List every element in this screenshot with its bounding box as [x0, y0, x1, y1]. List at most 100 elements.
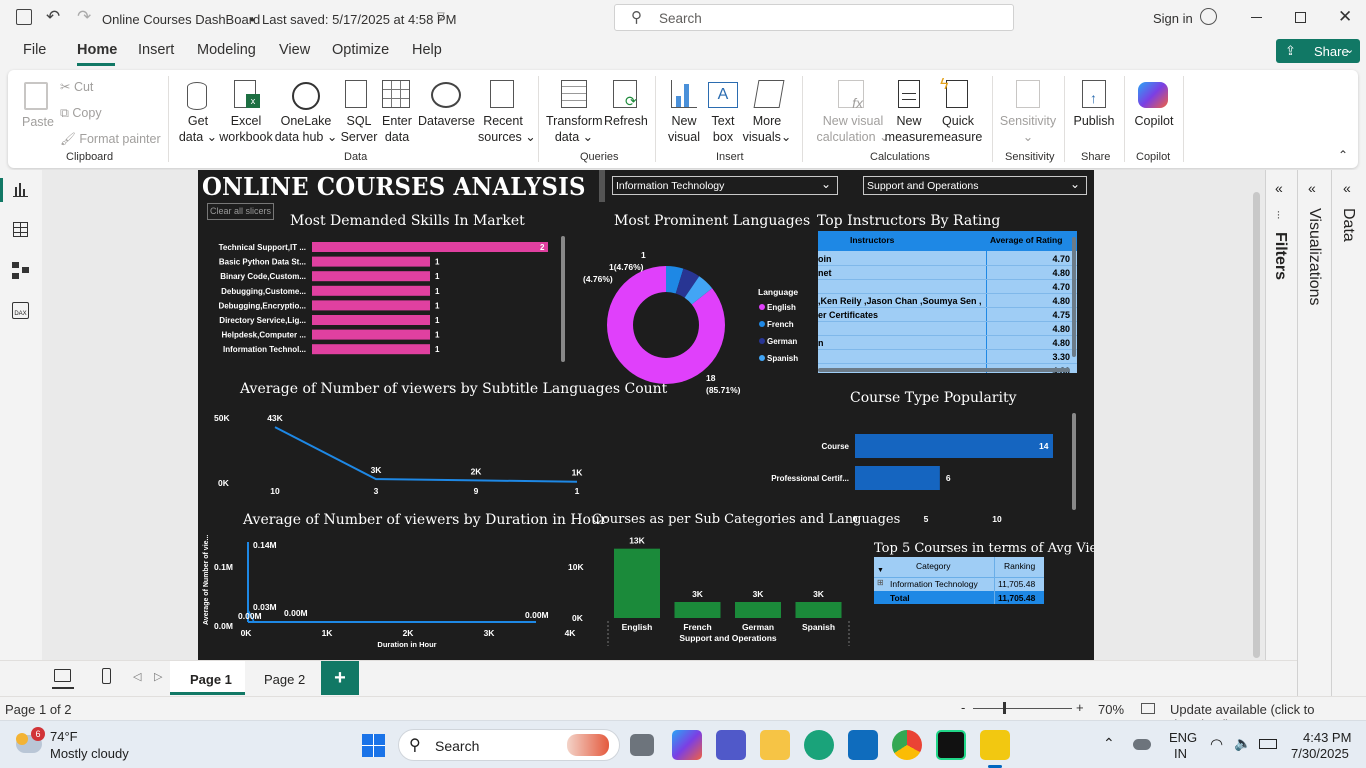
quick-measure-button[interactable]: Quick measure	[933, 114, 983, 144]
zoom-slider[interactable]	[973, 708, 1072, 709]
fit-to-page-icon[interactable]	[1141, 703, 1155, 714]
instructors-table-row[interactable]: net 4.80	[818, 266, 1077, 280]
chrome-icon[interactable]	[892, 730, 922, 760]
enter-data-button[interactable]: Enter data	[382, 114, 412, 144]
instructors-table-vscrollbar[interactable]	[1072, 237, 1076, 357]
instructors-table-row[interactable]: 3.30	[818, 350, 1077, 364]
instructors-table-row[interactable]: ,Ken Reily ,Jason Chan ,Soumya Sen , 4.80	[818, 294, 1077, 308]
volume-icon[interactable]: 🔈	[1234, 735, 1252, 751]
clear-all-slicers-button[interactable]: Clear all slicers	[207, 203, 274, 220]
instructors-table-row[interactable]: n 4.80	[818, 336, 1077, 350]
dax-query-view-icon[interactable]: DAX	[12, 302, 29, 319]
expand-data-icon[interactable]: «	[1343, 180, 1351, 196]
share-button[interactable]: ⇪ Share ⌄	[1276, 39, 1360, 63]
task-view-icon[interactable]	[630, 734, 654, 756]
data-pane[interactable]: « Data	[1331, 170, 1366, 696]
excel-workbook-button[interactable]: Excel workbook	[219, 114, 273, 144]
minimize-icon[interactable]	[1251, 17, 1262, 18]
outlook-icon[interactable]	[848, 730, 878, 760]
language-indicator-2[interactable]: IN	[1174, 746, 1187, 761]
skills-chart-scrollbar[interactable]	[561, 236, 565, 362]
page-tab-2[interactable]: Page 2	[246, 661, 320, 695]
battery-icon[interactable]	[1259, 739, 1277, 749]
refresh-button[interactable]: Refresh	[604, 114, 648, 128]
weather-temp[interactable]: 74°F	[50, 729, 78, 744]
mobile-layout-icon[interactable]	[102, 668, 111, 684]
sign-in-link[interactable]: Sign in	[1153, 11, 1193, 26]
instructors-table-row[interactable]: 4.70	[818, 280, 1077, 294]
menu-optimize[interactable]: Optimize	[332, 42, 390, 58]
next-page-icon[interactable]: ▷	[154, 671, 163, 683]
more-visuals-button[interactable]: More visuals⌄	[742, 114, 792, 144]
expand-icon[interactable]: ⊞	[877, 578, 884, 587]
onelake-data-hub-button[interactable]: OneLake data hub ⌄	[274, 114, 338, 144]
top5-table-row[interactable]	[874, 577, 1044, 591]
copilot-button[interactable]: Copilot	[1134, 114, 1174, 128]
undo-icon[interactable]: ↶	[46, 7, 61, 26]
show-hidden-icons[interactable]: ⌃	[1103, 735, 1115, 751]
menu-view[interactable]: View	[279, 42, 311, 58]
collapse-ribbon-icon[interactable]: ⌃	[1338, 148, 1349, 162]
expand-visualizations-icon[interactable]: «	[1308, 180, 1316, 196]
instructors-table-row[interactable]: oin 4.70	[818, 252, 1077, 266]
clock-time[interactable]: 4:43 PM	[1303, 730, 1352, 745]
page-tab-1[interactable]: Page 1	[170, 661, 245, 695]
slicer-sub-category[interactable]: Support and Operations ⌄	[863, 176, 1087, 195]
zoom-in-button[interactable]: +	[1076, 700, 1084, 715]
weather-desc[interactable]: Mostly cloudy	[50, 746, 129, 761]
recent-sources-button[interactable]: Recent sources ⌄	[478, 114, 536, 144]
model-view-icon[interactable]	[12, 262, 29, 279]
edge-icon[interactable]	[804, 730, 834, 760]
desktop-layout-icon[interactable]	[54, 669, 71, 682]
menu-insert[interactable]: Insert	[138, 42, 175, 58]
instructors-header-rating[interactable]: Average of Rating	[990, 235, 1063, 245]
new-visual-button[interactable]: New visual	[668, 114, 700, 144]
top5-header-ranking[interactable]: Ranking	[1004, 561, 1036, 571]
sort-icon[interactable]: ▼	[877, 567, 884, 574]
dataverse-button[interactable]: Dataverse	[418, 114, 475, 128]
visualizations-pane[interactable]: « Visualizations	[1297, 170, 1331, 696]
expand-filters-icon[interactable]: «	[1275, 180, 1283, 196]
report-view-icon[interactable]	[13, 182, 28, 197]
teams-icon[interactable]	[716, 730, 746, 760]
power-bi-icon[interactable]	[980, 730, 1010, 760]
menu-home[interactable]: Home	[77, 42, 118, 58]
course-type-scrollbar[interactable]	[1072, 413, 1076, 510]
text-box-button[interactable]: Text box	[711, 114, 735, 144]
user-avatar-icon[interactable]	[1200, 8, 1217, 25]
onedrive-icon[interactable]	[1133, 739, 1151, 750]
previous-page-icon[interactable]: ◁	[133, 671, 142, 683]
search-input[interactable]: ⚲ Search	[614, 4, 1014, 31]
wifi-icon[interactable]: ◠	[1210, 736, 1224, 753]
add-page-button[interactable]: +	[321, 661, 359, 695]
top5-header-category[interactable]: Category	[916, 561, 951, 571]
windows-start-icon[interactable]	[362, 734, 385, 757]
file-explorer-icon[interactable]	[760, 730, 790, 760]
menu-file[interactable]: File	[23, 42, 47, 58]
zoom-out-button[interactable]: -	[961, 700, 966, 715]
transform-data-button[interactable]: Transform data ⌄	[546, 114, 603, 144]
canvas-scrollbar[interactable]	[1253, 192, 1260, 658]
instructors-table-row[interactable]: 4.80	[818, 322, 1077, 336]
language-indicator-1[interactable]: ENG	[1169, 730, 1198, 745]
chevron-down-icon[interactable]: ▽	[437, 11, 445, 22]
sql-server-button[interactable]: SQL Server	[340, 114, 378, 144]
close-icon[interactable]: ✕	[1338, 7, 1353, 26]
copilot-taskbar-icon[interactable]	[672, 730, 702, 760]
menu-help[interactable]: Help	[412, 42, 442, 58]
maximize-icon[interactable]	[1295, 12, 1306, 23]
instructors-table-scrollbar[interactable]	[818, 368, 1070, 372]
new-measure-button[interactable]: New measure	[884, 114, 934, 144]
slicer-category[interactable]: Information Technology ⌄	[612, 176, 838, 195]
get-data-button[interactable]: Get data ⌄	[178, 114, 218, 144]
instructors-header-name[interactable]: Instructors	[850, 235, 895, 245]
pycharm-icon[interactable]	[936, 730, 966, 760]
table-view-icon[interactable]	[13, 222, 28, 237]
save-icon[interactable]	[16, 9, 32, 25]
filters-pane[interactable]: « ⫶ Filters	[1265, 170, 1297, 696]
instructors-table-row[interactable]: er Certificates 4.75	[818, 308, 1077, 322]
publish-button[interactable]: Publish	[1073, 114, 1115, 128]
clock-date[interactable]: 7/30/2025	[1291, 746, 1349, 761]
taskbar-search[interactable]: ⚲ Search	[398, 729, 620, 761]
zoom-slider-thumb[interactable]	[1003, 702, 1006, 714]
